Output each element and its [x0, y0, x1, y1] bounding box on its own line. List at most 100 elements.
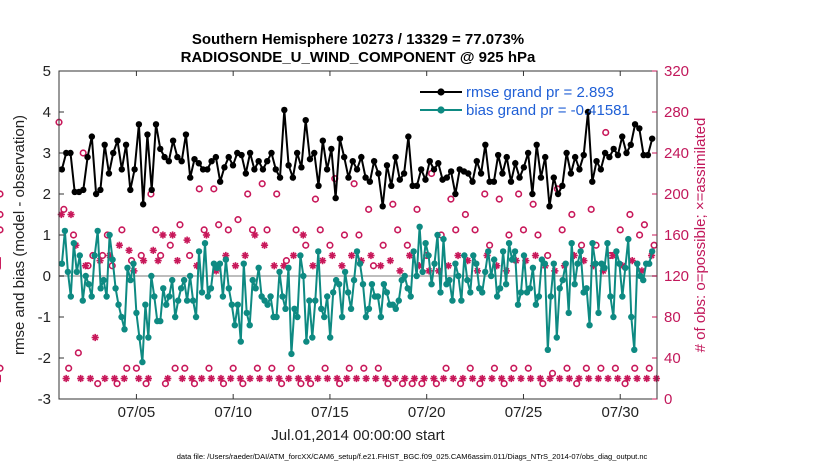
asterisk-stroke [150, 247, 157, 254]
asterisk-stroke [275, 375, 283, 382]
rmse-point [358, 153, 365, 161]
bias-point [535, 293, 543, 300]
obs-assimilated-point [449, 374, 457, 383]
bias-point [121, 326, 128, 333]
rmse-point [465, 170, 472, 177]
rmse-point [447, 168, 455, 175]
bias-point [601, 264, 608, 271]
asterisk-stroke [450, 375, 457, 382]
bias-point [285, 264, 292, 271]
asterisk-stroke [232, 262, 239, 269]
obs-assimilated-point [444, 262, 452, 270]
asterisk-stroke [319, 257, 326, 264]
rmse-point [191, 155, 198, 163]
obs-possible-point [69, 231, 78, 239]
rmse-point [388, 182, 395, 189]
bias-point [374, 293, 382, 300]
asterisk-stroke [585, 375, 592, 382]
asterisk-stroke [614, 375, 621, 382]
bias-point [219, 293, 227, 300]
obs-possible-point [452, 226, 460, 234]
obs-possible-point [534, 231, 542, 239]
bias-point [353, 248, 361, 255]
obs-assimilated-point [468, 374, 477, 383]
rmse-point [80, 186, 87, 194]
rmse-point [264, 158, 271, 165]
asterisk-stroke [111, 375, 118, 382]
obs-possible-point [205, 364, 213, 372]
bias-point [514, 301, 522, 308]
obs-assimilated-point [139, 257, 148, 265]
rmse-point [430, 166, 438, 173]
bias-point [362, 313, 370, 321]
asterisk-stroke [353, 375, 360, 382]
bias-point [130, 260, 137, 267]
rmse-point [208, 158, 215, 165]
obs-assimilated-point [256, 374, 264, 383]
obs-assimilated-point [67, 210, 75, 219]
asterisk-stroke [343, 375, 350, 382]
obs-assimilated-point [81, 262, 90, 270]
obs-assimilated-point [115, 241, 123, 249]
bias-point [282, 305, 289, 312]
obs-assimilated-point [338, 262, 346, 270]
plot-area: 07/05 07/10 07/15 07/20 07/25 07/30 -3 -2 -1 0 1 2 3… [0, 63, 689, 421]
bias-point [577, 248, 584, 255]
bias-point [350, 276, 358, 284]
rmse-point [554, 190, 562, 198]
bias-point [243, 309, 250, 317]
obs-assimilated-point [183, 236, 191, 244]
bias-point [183, 297, 191, 304]
bias-point [568, 240, 575, 247]
asterisk-stroke [217, 375, 225, 382]
bias-point [112, 285, 119, 292]
obs-possible-point [602, 128, 610, 137]
rmse-point [426, 158, 433, 165]
bias-point [431, 260, 438, 267]
bias-point [634, 260, 641, 267]
bias-point [85, 281, 92, 288]
obs-possible-point [485, 241, 494, 249]
obs-assimilated-point [101, 374, 109, 383]
bias-point [294, 313, 301, 321]
bias-point [64, 268, 72, 276]
bias-point [583, 285, 590, 292]
obs-assimilated-point [314, 374, 322, 383]
bias-point [246, 322, 253, 329]
rmse-point [601, 149, 609, 157]
bias-point [94, 227, 101, 235]
bias-point [97, 285, 104, 292]
obs-assimilated-point [536, 374, 544, 383]
bias-point [174, 297, 182, 304]
bias-point [67, 293, 75, 300]
y-axis-label-right: # of obs: o=possible; ×=assimilated [692, 118, 709, 353]
obs-assimilated-point [275, 374, 283, 383]
asterisk-stroke [348, 252, 355, 259]
bias-point [365, 305, 373, 312]
rmse-point [311, 149, 318, 157]
obs-possible-point [635, 231, 644, 239]
obs-possible-point [345, 364, 353, 372]
obs-assimilated-point [410, 374, 419, 383]
bias-point [467, 289, 474, 296]
bias-point [356, 260, 364, 267]
bias-point [562, 260, 569, 267]
obs-assimilated-point [531, 251, 540, 260]
obs-possible-point [631, 364, 639, 372]
obs-possible-point [611, 364, 619, 372]
obs-assimilated-point [406, 251, 414, 260]
bias-point [186, 272, 194, 280]
asterisk-stroke [454, 252, 462, 259]
asterisk-stroke [116, 242, 123, 249]
y-tick-label-right: 0 [664, 391, 672, 408]
obs-possible-point [510, 364, 518, 372]
rmse-point [336, 135, 344, 142]
bias-point [148, 272, 155, 280]
rmse-point [490, 178, 498, 185]
obs-assimilated-point [401, 374, 409, 383]
rmse-point [285, 162, 292, 169]
x-tick-label: 07/05 [118, 404, 156, 421]
rmse-point [225, 153, 232, 161]
rmse-point [242, 170, 250, 177]
asterisk-stroke [82, 262, 89, 269]
